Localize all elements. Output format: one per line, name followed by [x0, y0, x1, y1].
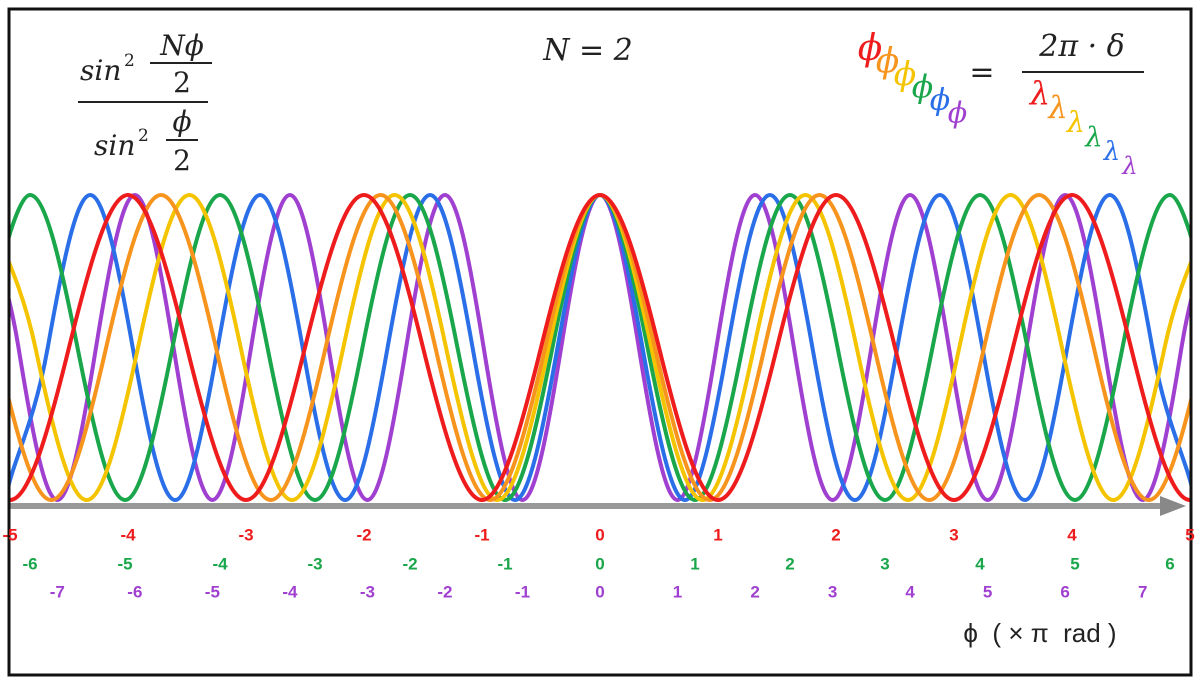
x-tick-label: 0 — [595, 525, 604, 544]
x-tick-label: -1 — [474, 525, 489, 544]
x-tick-label: 1 — [673, 582, 682, 601]
x-tick-label: 3 — [828, 582, 837, 601]
x-tick-label: 7 — [1138, 582, 1147, 601]
formula-bottom: 2 — [173, 144, 191, 177]
x-tick-label: -4 — [212, 554, 228, 573]
formula-power: 2 — [138, 126, 149, 146]
phi-symbol: ϕ — [948, 97, 967, 130]
formula-top: Nϕ — [159, 29, 204, 62]
curve — [10, 193, 1190, 502]
x-tick-label: 5 — [983, 582, 992, 601]
lambda-symbol: λ — [1121, 151, 1138, 180]
x-tick-label: -7 — [50, 582, 65, 601]
x-tick-label: 4 — [905, 582, 915, 601]
lambda-symbol: λ — [1028, 74, 1050, 112]
lambda-symbol: λ — [1103, 137, 1120, 167]
x-tick-label: -6 — [22, 554, 37, 573]
x-tick-label: 0 — [595, 554, 604, 573]
x-tick-label: -5 — [205, 582, 220, 601]
x-tick-label: -2 — [437, 582, 452, 601]
x-tick-label: 2 — [785, 554, 794, 573]
equation: = 2π · δ ϕ λ ϕ λ ϕ λ ϕ λ ϕ λ ϕ λ — [858, 28, 1144, 180]
phi-symbol: ϕ — [912, 70, 933, 106]
x-tick-label: 4 — [1067, 525, 1077, 544]
x-tick-label: -5 — [117, 554, 132, 573]
x-tick-label: -4 — [282, 582, 298, 601]
x-tick-label: 5 — [1070, 554, 1079, 573]
lambda-symbol: λ — [1047, 91, 1067, 126]
x-axis-arrow — [1160, 496, 1186, 516]
x-tick-label: -4 — [120, 525, 136, 544]
x-tick-label: -3 — [360, 582, 375, 601]
lambda-symbol: λ — [1084, 121, 1102, 153]
formula-power: 2 — [124, 51, 135, 71]
frame — [7, 7, 1193, 677]
x-tick-label: -2 — [356, 525, 371, 544]
phi-symbol: ϕ — [930, 83, 950, 118]
equals-sign: = — [969, 55, 994, 90]
x-tick-label: -3 — [307, 554, 322, 573]
formula-function: sin — [94, 129, 135, 162]
curves — [10, 193, 1190, 502]
x-tick-label: 0 — [595, 582, 604, 601]
x-tick-label: -3 — [238, 525, 253, 544]
phi-symbol: ϕ — [876, 42, 900, 82]
x-tick-label: -1 — [497, 554, 512, 573]
x-tick-label: -6 — [127, 582, 142, 601]
x-tick-label: -5 — [2, 525, 17, 544]
formula-function: sin — [80, 54, 121, 87]
formula-top: ϕ — [172, 105, 191, 138]
x-tick-label: 5 — [1185, 525, 1194, 544]
lambda-symbol: λ — [1066, 105, 1085, 139]
x-tick-label: 2 — [831, 525, 840, 544]
x-tick-label: -2 — [402, 554, 417, 573]
x-tick-label: 6 — [1165, 554, 1174, 573]
phi-symbol: ϕ — [858, 28, 883, 69]
x-tick-label: 4 — [975, 554, 985, 573]
formula: sin 2 Nϕ 2 sin 2 ϕ 2 — [78, 29, 212, 177]
formula-bottom: 2 — [173, 66, 191, 99]
x-tick-label: -1 — [515, 582, 530, 601]
x-tick-label: 6 — [1060, 582, 1069, 601]
chart-title: N = 2 — [542, 33, 633, 68]
x-tick-label: 2 — [750, 582, 759, 601]
x-tick-label: 1 — [690, 554, 699, 573]
x-tick-label: 1 — [713, 525, 722, 544]
equation-numerator: 2π · δ — [1038, 29, 1124, 64]
x-tick-label: 3 — [949, 525, 958, 544]
x-tick-label: 3 — [880, 554, 889, 573]
x-axis-label: ϕ ( × π rad ) — [963, 618, 1116, 648]
phi-symbol: ϕ — [894, 54, 917, 93]
